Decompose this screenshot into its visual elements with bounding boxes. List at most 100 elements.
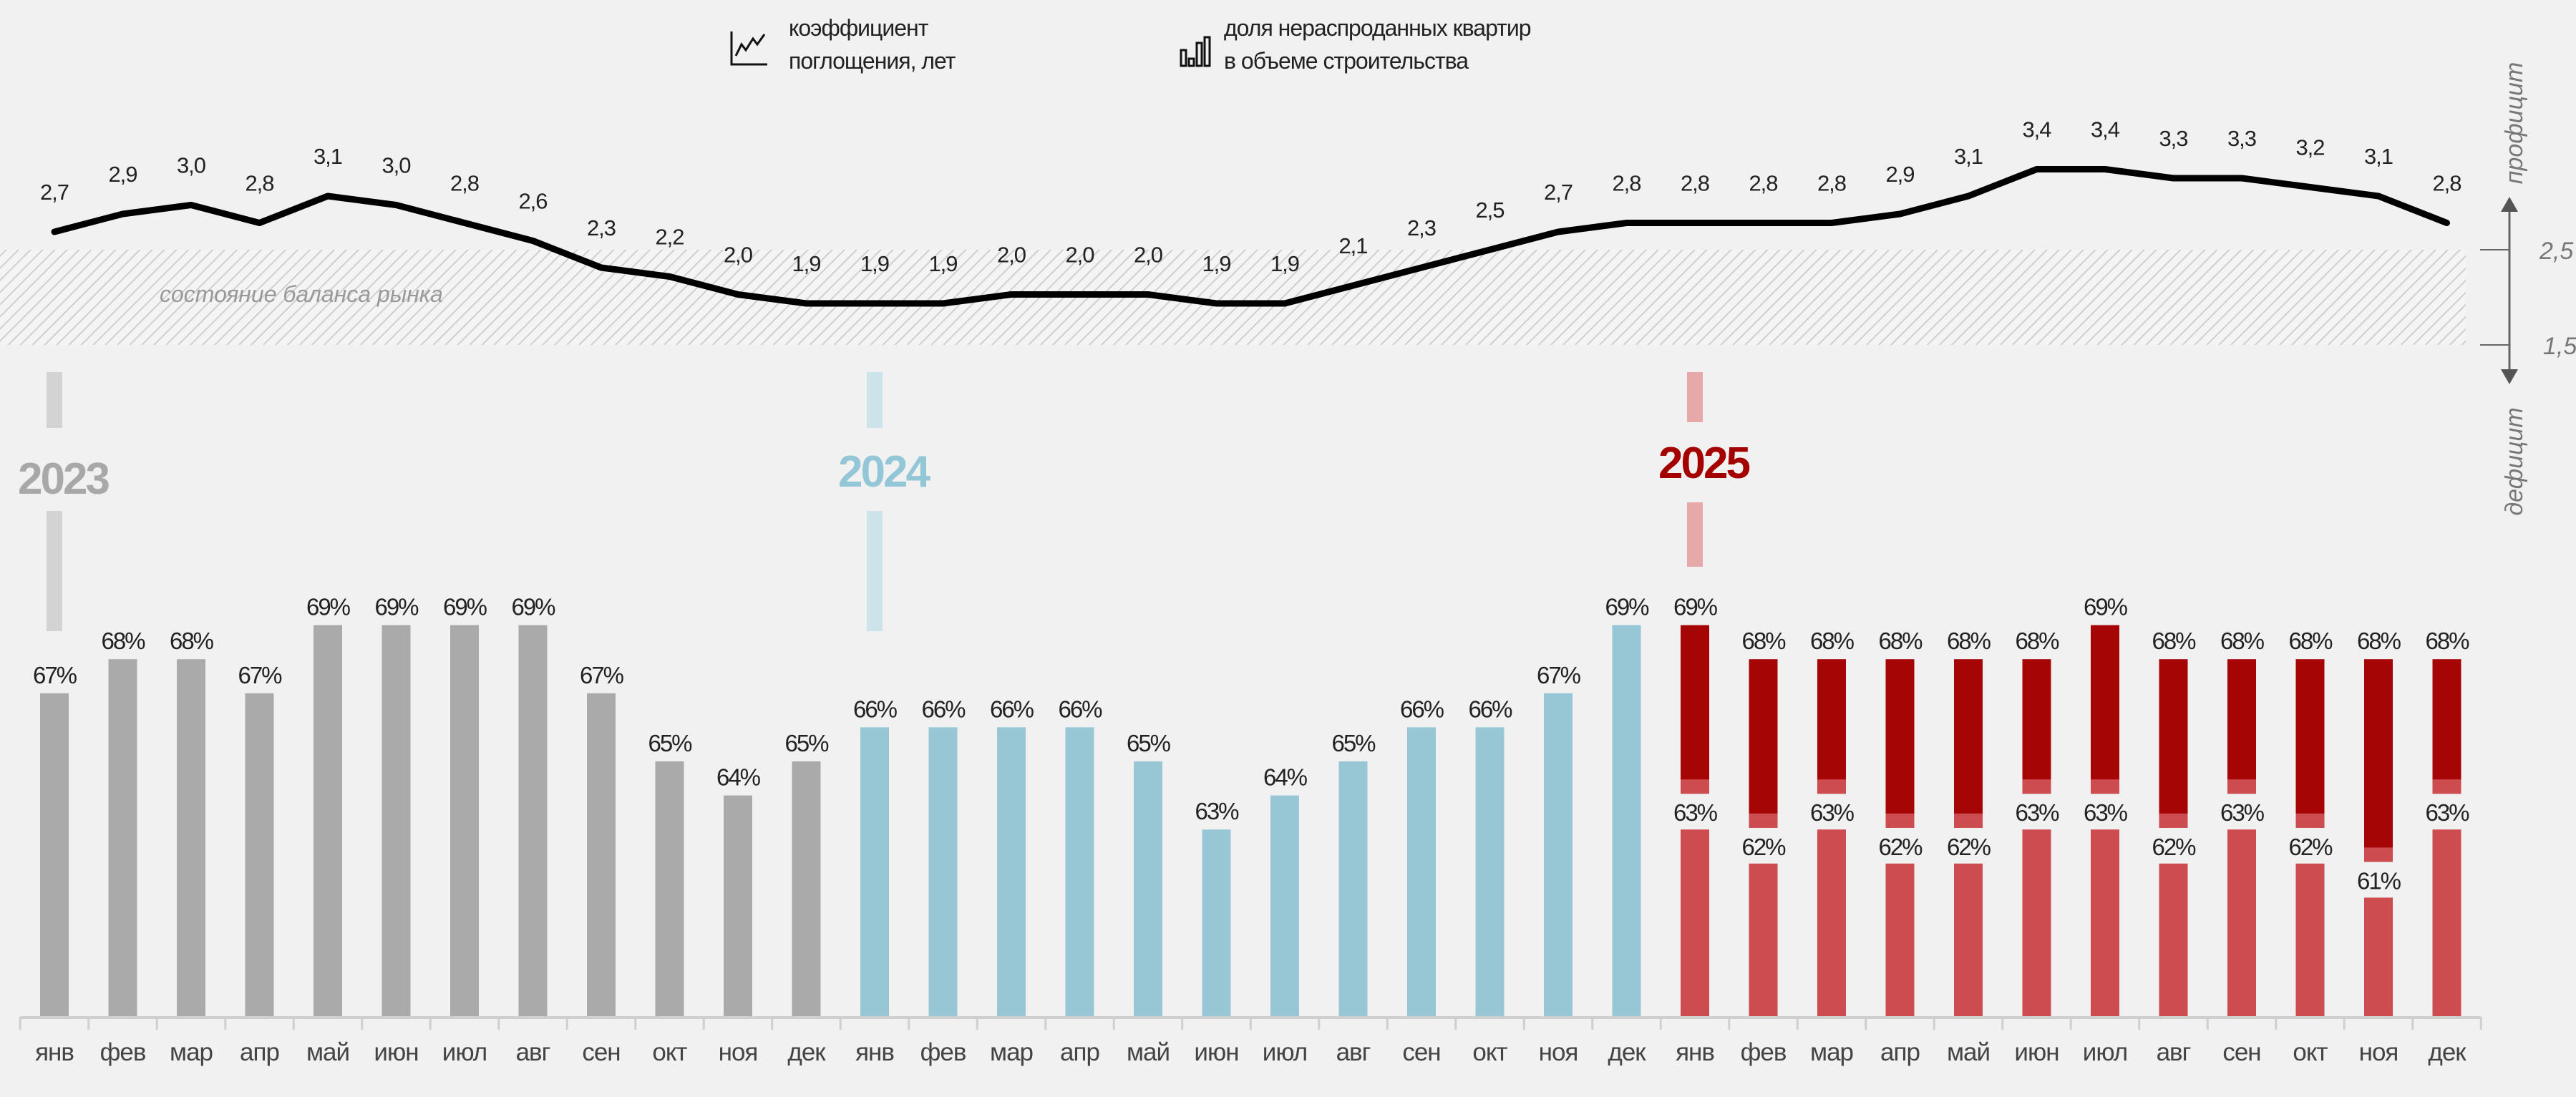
bar — [1544, 693, 1573, 1017]
bar-upper-base — [2227, 779, 2256, 794]
bar-label: 69% — [306, 594, 351, 620]
bar-upper — [2295, 659, 2325, 828]
month-label: сен — [2222, 1038, 2260, 1066]
bar-lower — [2227, 829, 2256, 1017]
month-label: янв — [1676, 1038, 1714, 1066]
bar-label: 68% — [170, 628, 214, 654]
month-label: окт — [2293, 1038, 2328, 1066]
bar-label: 65% — [1331, 730, 1376, 756]
bar-lower-label: 63% — [2084, 799, 2128, 826]
month-label: май — [1127, 1038, 1170, 1066]
bar — [1202, 829, 1231, 1017]
bar — [177, 659, 205, 1017]
bar-lower-label: 63% — [2425, 799, 2469, 826]
month-label: окт — [652, 1038, 687, 1066]
month-label: дек — [1608, 1038, 1646, 1066]
bar-label: 66% — [921, 696, 966, 722]
bar-lower — [1954, 863, 1983, 1017]
line-label: 3,3 — [2159, 126, 2187, 151]
bar-lower-label: 63% — [2220, 799, 2265, 826]
line-label: 2,6 — [518, 189, 547, 214]
bar-label: 68% — [2357, 628, 2401, 654]
bar-label: 66% — [990, 696, 1034, 722]
line-label: 2,0 — [1134, 243, 1163, 268]
month-label: фев — [100, 1038, 146, 1066]
bar-upper — [1681, 625, 1709, 794]
surplus-label: профицит — [2501, 62, 2528, 185]
bar — [1407, 727, 1436, 1017]
bar-lower-label: 62% — [2288, 834, 2333, 860]
bar-lower-label: 62% — [1741, 834, 1786, 860]
bar — [450, 625, 479, 1017]
bar-upper-base — [2295, 813, 2325, 828]
line-label: 1,9 — [860, 251, 889, 276]
line-label: 3,0 — [381, 153, 411, 178]
month-label: июл — [442, 1038, 487, 1066]
bar-label: 67% — [580, 662, 624, 688]
bar-upper-base — [2364, 847, 2393, 862]
bar — [314, 625, 342, 1017]
bar-label: 69% — [511, 594, 555, 620]
bar — [1065, 727, 1094, 1017]
line-label: 3,4 — [2022, 117, 2051, 142]
bar-label: 69% — [1673, 594, 1718, 620]
bar — [1475, 727, 1505, 1017]
bar-upper-base — [1885, 813, 1915, 828]
bar — [1134, 761, 1162, 1017]
arrow-up-icon — [2501, 197, 2518, 212]
bar-upper — [2364, 659, 2393, 862]
year-marker — [1687, 502, 1703, 567]
month-label: фев — [920, 1038, 966, 1066]
bar — [587, 693, 616, 1017]
line-label: 2,8 — [1681, 171, 1709, 196]
month-label: сен — [1402, 1038, 1440, 1066]
line-label: 1,9 — [928, 251, 957, 276]
month-label: июн — [1194, 1038, 1238, 1066]
bar-label: 68% — [2288, 628, 2333, 654]
month-label: окт — [1472, 1038, 1507, 1066]
bar-label: 63% — [1195, 798, 1239, 824]
line-label: 2,8 — [245, 171, 273, 196]
legend-line-label-1: коэффициент — [789, 15, 929, 41]
legend: коэффициент поглощения, лет доля нераспр… — [730, 15, 1532, 74]
bar-label: 65% — [784, 730, 829, 756]
line-label: 3,4 — [2091, 117, 2120, 142]
line-label: 2,0 — [1065, 243, 1094, 268]
bar-label: 66% — [1400, 696, 1444, 722]
line-chart-icon — [730, 31, 767, 66]
year-marker — [47, 372, 62, 428]
month-label: июл — [2083, 1038, 2127, 1066]
month-label: мар — [1810, 1038, 1853, 1066]
bar-upper — [2432, 659, 2461, 794]
market-balance-band — [0, 250, 2466, 345]
bar-upper-base — [2091, 779, 2119, 794]
month-label: янв — [855, 1038, 894, 1066]
bar-lower — [2364, 897, 2393, 1017]
bar-upper — [1817, 659, 1846, 794]
bar — [860, 727, 889, 1017]
bar-label: 69% — [1605, 594, 1649, 620]
bar — [40, 693, 69, 1017]
bar-lower-label: 62% — [2152, 834, 2196, 860]
bar-label: 69% — [443, 594, 487, 620]
bar-upper — [2022, 659, 2051, 794]
year-marker — [867, 511, 883, 631]
tick-label-1-5: 1,5 — [2543, 333, 2576, 360]
month-label: фев — [1741, 1038, 1787, 1066]
line-label: 1,9 — [1202, 251, 1230, 276]
bar-lower — [1885, 863, 1915, 1017]
bar-upper-base — [2022, 779, 2051, 794]
month-label: июн — [2014, 1038, 2059, 1066]
bar-upper — [2227, 659, 2256, 794]
bar-label: 68% — [1947, 628, 1991, 654]
bar — [108, 659, 137, 1017]
legend-bar-label-1: доля нераспроданных квартир — [1224, 15, 1531, 41]
bar-label: 67% — [238, 662, 282, 688]
bar-label: 66% — [1058, 696, 1102, 722]
line-label: 2,3 — [1407, 215, 1436, 240]
bar-label: 66% — [1468, 696, 1512, 722]
deficit-label: дефицит — [2501, 407, 2528, 515]
month-label: ноя — [719, 1038, 758, 1066]
bar-lower — [2295, 863, 2325, 1017]
